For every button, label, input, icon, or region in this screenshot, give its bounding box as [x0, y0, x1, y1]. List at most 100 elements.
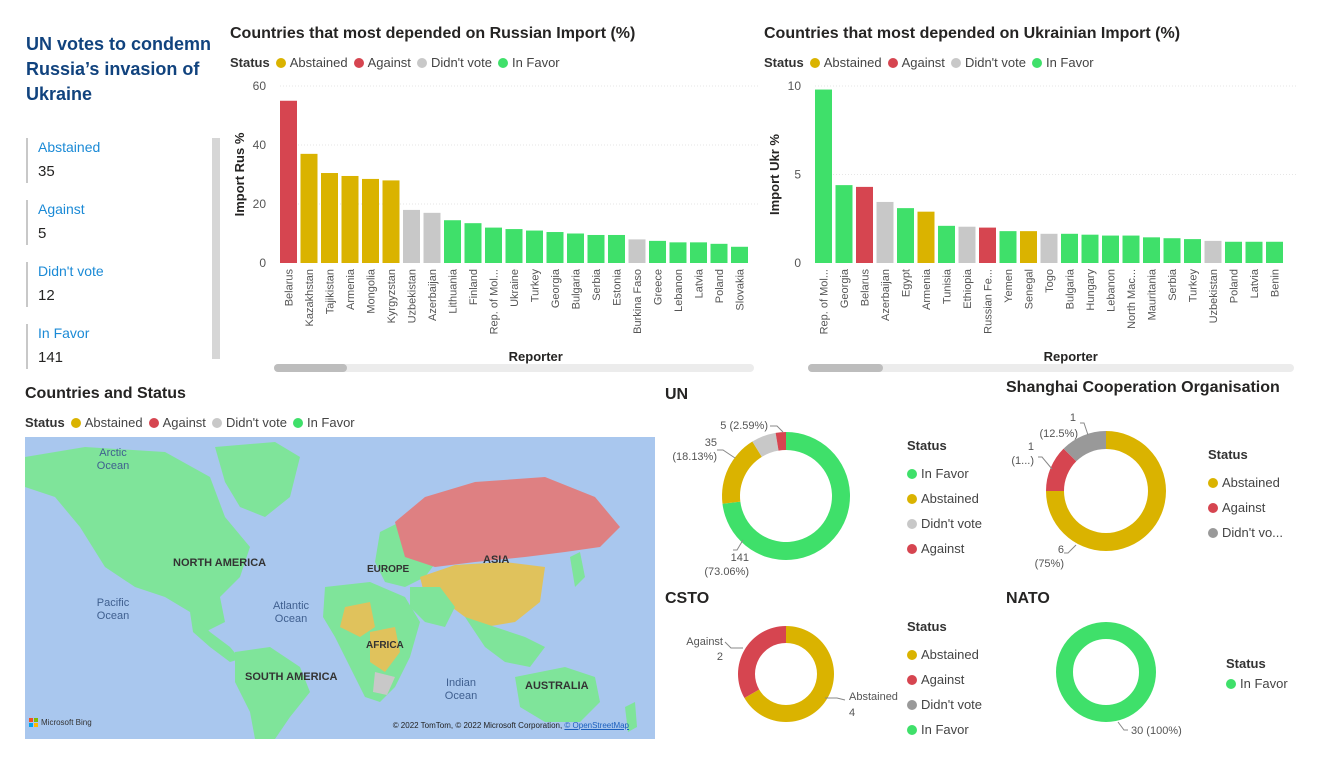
bar[interactable] [546, 232, 564, 263]
legend-didnt-vote[interactable]: Didn't vote [950, 55, 1026, 70]
bar[interactable] [1143, 237, 1160, 263]
bar[interactable] [1266, 241, 1283, 263]
world-map[interactable]: Arctic Ocean NORTH AMERICA EUROPE ASIA P… [25, 437, 655, 739]
donut-slice[interactable] [744, 626, 834, 722]
bar[interactable] [526, 230, 543, 263]
region-new-zealand[interactable] [625, 702, 637, 732]
legend-against[interactable]: Against [887, 55, 945, 70]
bar[interactable] [1204, 240, 1222, 263]
bar[interactable] [731, 246, 748, 263]
bar[interactable] [1081, 234, 1099, 263]
donut-slice[interactable] [1063, 431, 1106, 462]
bar[interactable] [1102, 235, 1119, 263]
region-south-america[interactable] [235, 647, 310, 739]
bar[interactable] [628, 239, 646, 263]
bar[interactable] [1245, 241, 1263, 263]
donut-slice[interactable] [775, 432, 786, 451]
bar[interactable] [649, 240, 666, 263]
legend-didnt-vote[interactable]: Didn't vote [907, 692, 982, 717]
bar[interactable] [321, 173, 338, 263]
bar[interactable] [280, 100, 297, 263]
legend-didnt-vote[interactable]: Didn't vote [907, 511, 982, 536]
legend-in-favor[interactable]: In Favor [1226, 671, 1288, 696]
legend-against[interactable]: Against [907, 536, 982, 561]
bar[interactable] [423, 212, 441, 263]
bar[interactable] [1163, 238, 1181, 263]
bar[interactable] [938, 225, 955, 263]
bar[interactable] [690, 242, 707, 263]
legend-abstained[interactable]: Abstained [1208, 470, 1283, 495]
bar[interactable] [958, 226, 976, 263]
bar[interactable] [856, 186, 873, 263]
region-south-asia[interactable] [465, 617, 545, 667]
legend-abstained[interactable]: Abstained [70, 415, 143, 430]
region-central-america[interactable] [190, 612, 240, 662]
bar[interactable] [444, 220, 461, 263]
legend-against[interactable]: Against [148, 415, 206, 430]
legend-didnt-vote[interactable]: Didn't vote [211, 415, 287, 430]
scroll-thumb[interactable] [808, 364, 883, 372]
legend-abstained[interactable]: Abstained [907, 642, 982, 667]
legend-in-favor[interactable]: In Favor [907, 717, 982, 742]
legend-in-favor[interactable]: In Favor [1031, 55, 1094, 70]
legend-didnt-vote[interactable]: Didn't vote [416, 55, 492, 70]
bar[interactable] [567, 233, 584, 264]
bar[interactable] [608, 234, 625, 263]
region-africa-abstained-w[interactable] [340, 602, 375, 637]
kpi-scrollbar[interactable] [212, 138, 220, 359]
bar[interactable] [710, 243, 728, 263]
legend-didnt-vote[interactable]: Didn't vo... [1208, 520, 1283, 545]
donut-slice[interactable] [722, 441, 762, 504]
bar[interactable] [815, 89, 832, 263]
bar[interactable] [1225, 241, 1242, 263]
donut-slice[interactable] [1056, 622, 1156, 722]
bar[interactable] [382, 180, 400, 263]
bar[interactable] [917, 211, 935, 263]
legend-against[interactable]: Against [1208, 495, 1283, 520]
region-middle-east[interactable] [410, 587, 455, 627]
region-russia[interactable] [395, 477, 620, 567]
ukr-chart-scrollbar[interactable] [808, 364, 1294, 372]
donut-slice[interactable] [1046, 448, 1077, 491]
bar[interactable] [669, 242, 687, 263]
legend-in-favor[interactable]: In Favor [292, 415, 355, 430]
bar[interactable] [1020, 231, 1037, 263]
bar[interactable] [1061, 233, 1078, 263]
bar[interactable] [897, 208, 914, 263]
region-north-america[interactable] [25, 447, 250, 632]
donut-slice[interactable] [1046, 431, 1166, 551]
bar[interactable] [464, 223, 482, 263]
bar[interactable] [341, 175, 359, 263]
legend-in-favor[interactable]: In Favor [907, 461, 982, 486]
legend-against[interactable]: Against [353, 55, 411, 70]
region-africa-abstained-c[interactable] [370, 627, 400, 672]
bar[interactable] [876, 201, 894, 263]
openstreetmap-link[interactable]: © OpenStreetMap [564, 721, 629, 730]
region-japan[interactable] [570, 552, 585, 587]
bar[interactable] [300, 153, 318, 263]
region-australia[interactable] [515, 667, 600, 722]
bar[interactable] [1040, 233, 1058, 263]
donut-slice[interactable] [738, 626, 786, 698]
bar[interactable] [587, 234, 605, 263]
bar[interactable] [979, 227, 996, 263]
region-asia-abstained[interactable] [420, 562, 545, 627]
legend-abstained[interactable]: Abstained [809, 55, 882, 70]
bar[interactable] [403, 209, 420, 263]
bar[interactable] [835, 185, 853, 263]
bar[interactable] [1122, 235, 1140, 263]
legend-against[interactable]: Against [907, 667, 982, 692]
bar[interactable] [362, 178, 379, 263]
bar[interactable] [505, 229, 523, 263]
bar[interactable] [485, 227, 502, 263]
scroll-thumb[interactable] [274, 364, 347, 372]
rus-chart-scrollbar[interactable] [274, 364, 754, 372]
legend-in-favor[interactable]: In Favor [497, 55, 560, 70]
bar[interactable] [999, 231, 1017, 263]
bar[interactable] [1184, 239, 1201, 263]
donut-slice[interactable] [752, 432, 779, 457]
legend-abstained[interactable]: Abstained [275, 55, 348, 70]
legend-abstained[interactable]: Abstained [907, 486, 982, 511]
region-greenland[interactable] [215, 442, 300, 517]
region-africa-didnt-vote[interactable] [373, 672, 395, 695]
